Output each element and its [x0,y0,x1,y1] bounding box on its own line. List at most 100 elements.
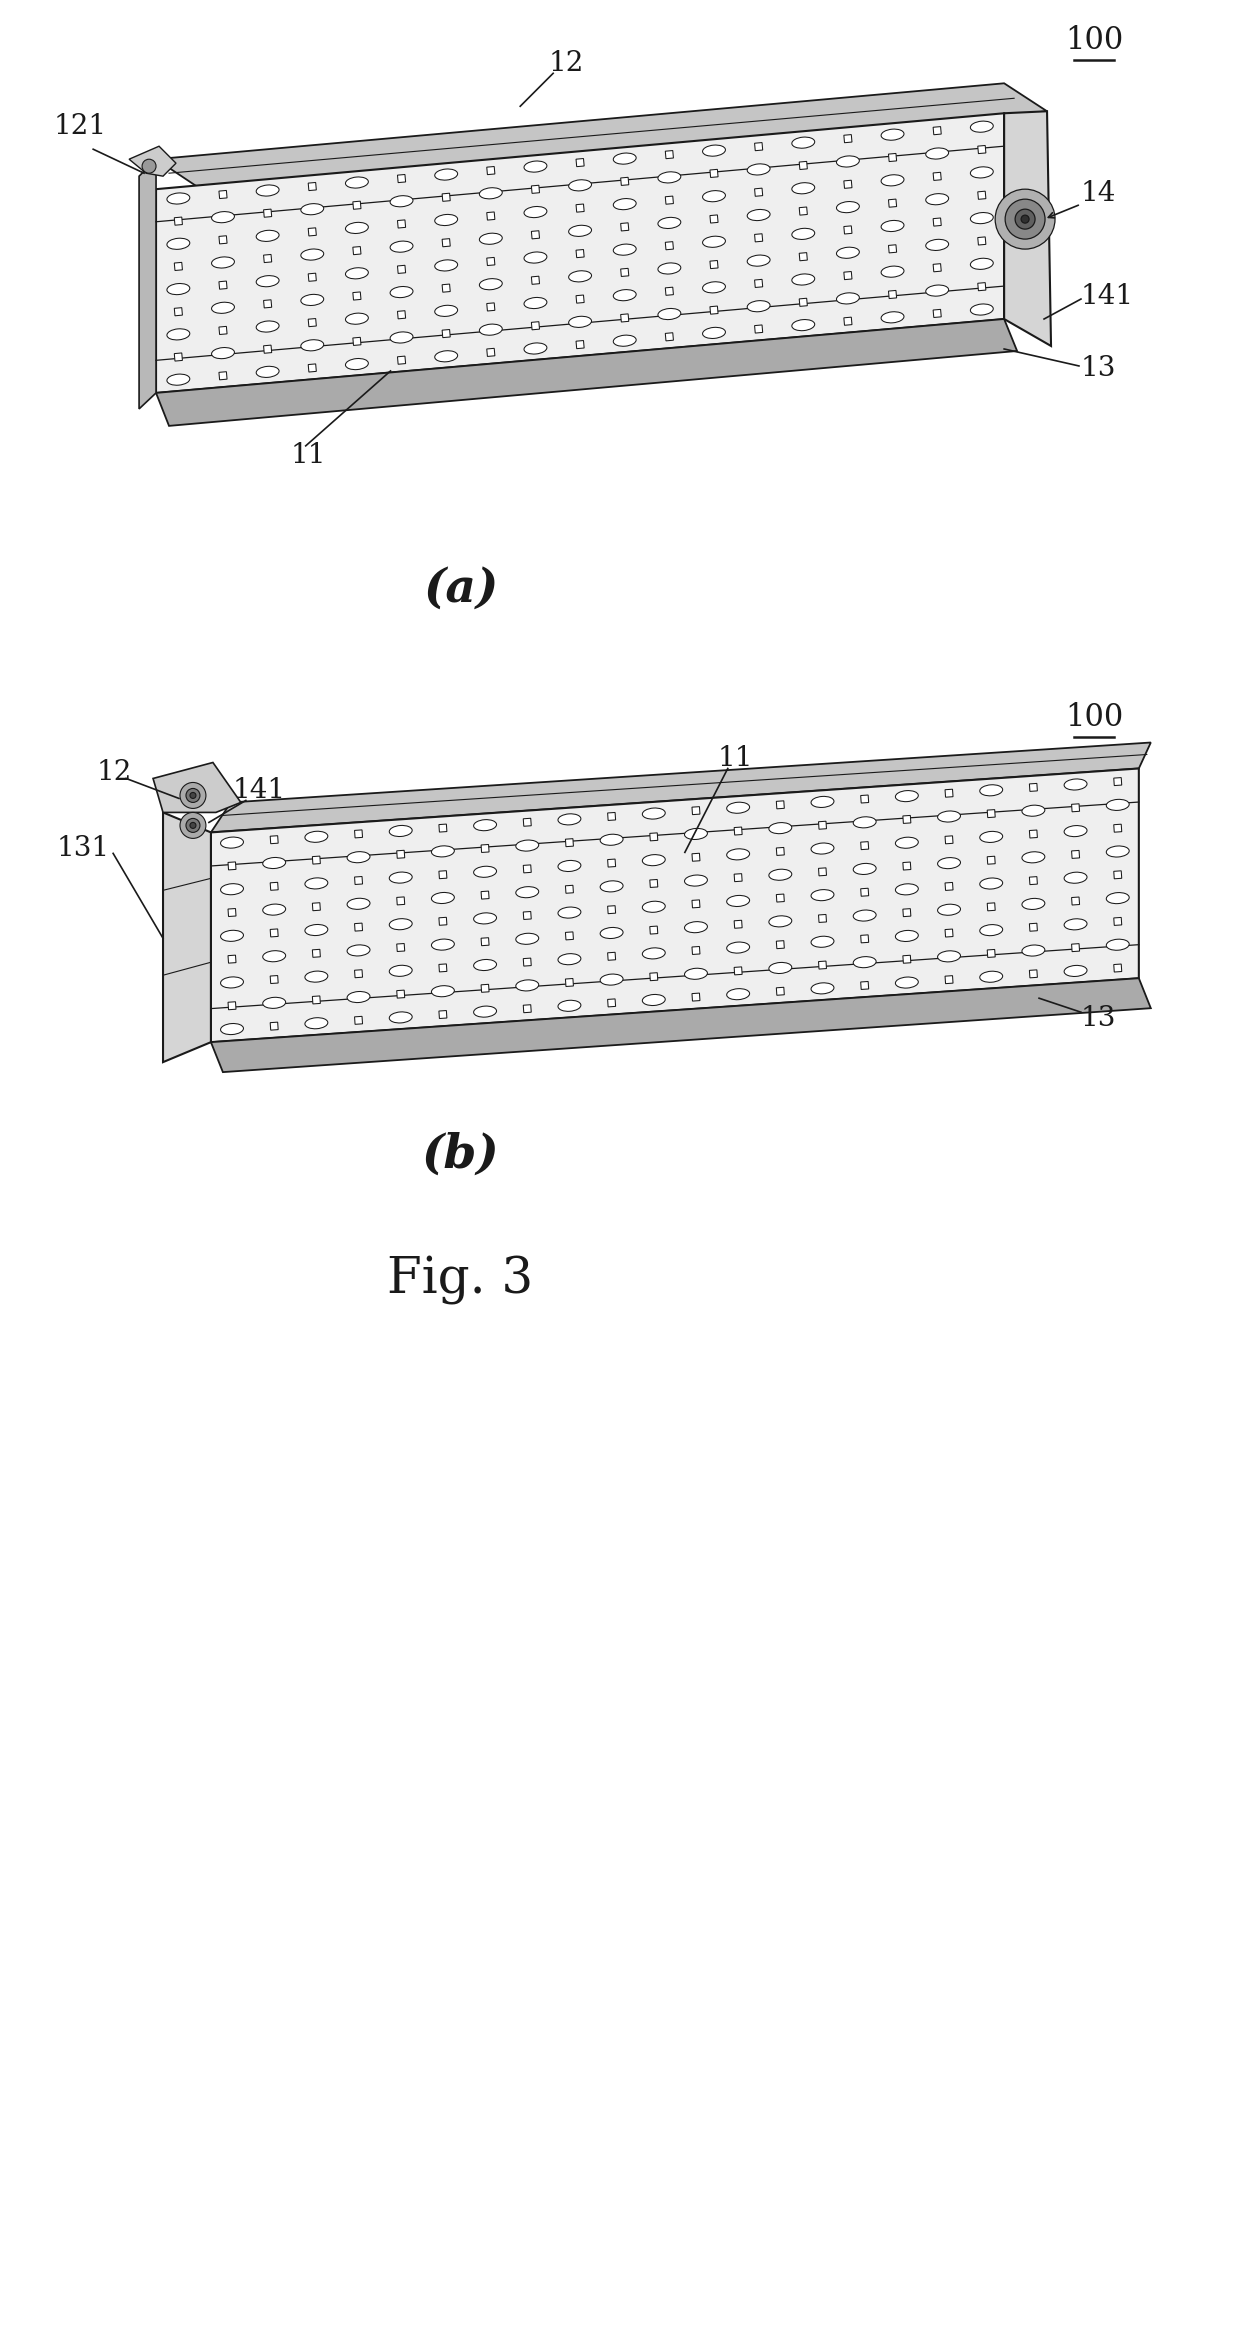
Polygon shape [1029,830,1038,837]
Ellipse shape [703,281,725,293]
Ellipse shape [853,816,877,828]
Ellipse shape [937,858,961,868]
Polygon shape [818,915,827,922]
Ellipse shape [516,980,538,992]
Ellipse shape [792,274,815,286]
Polygon shape [800,298,807,307]
Polygon shape [397,990,404,999]
Polygon shape [650,973,657,980]
Polygon shape [439,823,446,832]
Ellipse shape [837,155,859,166]
Polygon shape [734,875,742,882]
Polygon shape [800,253,807,260]
Polygon shape [818,821,827,830]
Polygon shape [439,870,446,879]
Polygon shape [577,204,584,211]
Polygon shape [523,865,531,872]
Ellipse shape [882,220,904,232]
Polygon shape [565,931,573,940]
Polygon shape [934,127,941,134]
Ellipse shape [391,195,413,206]
Polygon shape [439,1011,446,1018]
Ellipse shape [301,295,324,305]
Polygon shape [211,743,1151,832]
Ellipse shape [480,232,502,244]
Ellipse shape [980,971,1003,983]
Ellipse shape [305,971,327,983]
Polygon shape [621,223,629,230]
Text: 100: 100 [1065,701,1123,732]
Ellipse shape [882,176,904,185]
Polygon shape [889,291,897,298]
Ellipse shape [347,992,370,1004]
Ellipse shape [1022,804,1045,816]
Polygon shape [755,188,763,197]
Circle shape [186,788,200,802]
Polygon shape [1114,964,1122,973]
Polygon shape [577,340,584,349]
Ellipse shape [703,328,725,338]
Polygon shape [398,174,405,183]
Ellipse shape [569,270,591,281]
Polygon shape [978,284,986,291]
Ellipse shape [212,347,234,359]
Polygon shape [309,363,316,373]
Polygon shape [776,987,785,994]
Polygon shape [1029,783,1038,790]
Ellipse shape [748,209,770,220]
Ellipse shape [600,835,622,844]
Polygon shape [734,919,742,929]
Polygon shape [487,211,495,220]
Polygon shape [734,966,742,976]
Text: Fig. 3: Fig. 3 [387,1255,533,1304]
Circle shape [996,190,1055,249]
Ellipse shape [346,314,368,324]
Polygon shape [1114,779,1122,786]
Ellipse shape [301,340,324,352]
Polygon shape [309,183,316,190]
Polygon shape [565,978,573,987]
Polygon shape [162,811,211,1062]
Circle shape [190,793,196,797]
Polygon shape [692,854,699,861]
Ellipse shape [474,959,496,971]
Ellipse shape [221,931,243,940]
Polygon shape [312,856,320,863]
Ellipse shape [971,305,993,314]
Ellipse shape [212,303,234,314]
Polygon shape [523,959,531,966]
Ellipse shape [642,947,665,959]
Text: (b): (b) [422,1133,500,1177]
Ellipse shape [703,190,725,202]
Ellipse shape [480,279,502,291]
Polygon shape [818,868,827,875]
Ellipse shape [263,997,285,1008]
Polygon shape [481,844,489,854]
Ellipse shape [937,811,961,823]
Polygon shape [889,244,897,253]
Ellipse shape [684,875,707,886]
Text: 13: 13 [1081,356,1116,382]
Polygon shape [577,249,584,258]
Ellipse shape [642,994,665,1006]
Ellipse shape [658,171,681,183]
Ellipse shape [971,166,993,178]
Ellipse shape [853,863,877,875]
Ellipse shape [391,242,413,253]
Polygon shape [861,936,869,943]
Polygon shape [903,816,911,823]
Polygon shape [650,879,657,886]
Ellipse shape [1022,945,1045,957]
Polygon shape [978,145,986,155]
Polygon shape [355,877,362,884]
Polygon shape [443,284,450,293]
Text: (a): (a) [423,565,498,612]
Ellipse shape [684,968,707,980]
Polygon shape [175,263,182,270]
Polygon shape [945,976,954,983]
Polygon shape [156,84,1047,190]
Polygon shape [692,900,699,908]
Polygon shape [139,159,156,408]
Ellipse shape [1022,851,1045,863]
Ellipse shape [569,181,591,190]
